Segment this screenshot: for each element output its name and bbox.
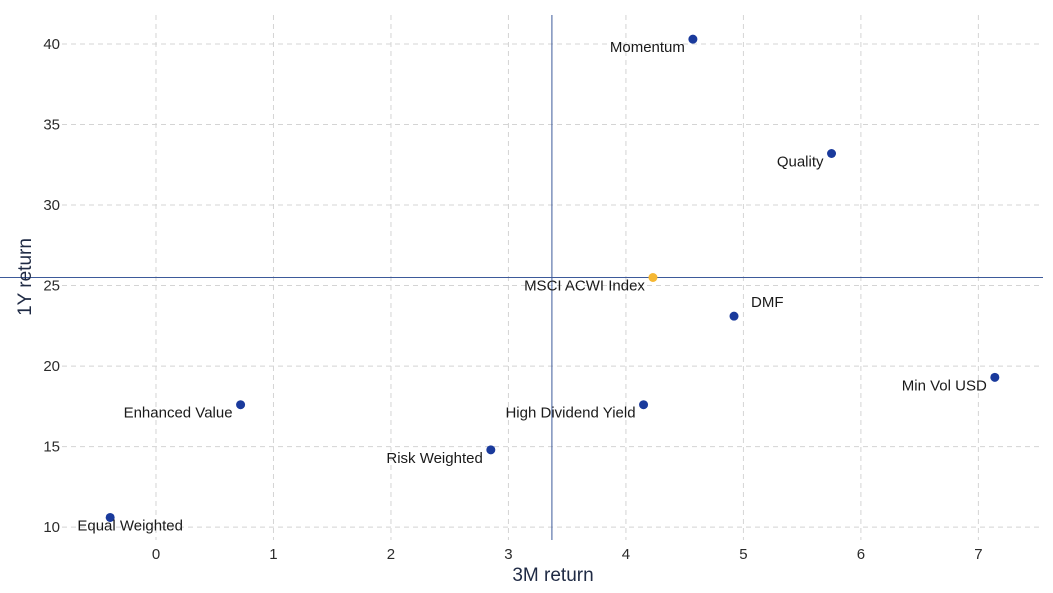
x-tick-labels: 0 1 2 3 4 5 6 7 <box>152 546 983 563</box>
x-tick-label: 0 <box>152 546 160 563</box>
x-tick-label: 6 <box>857 546 865 563</box>
data-point <box>236 400 246 410</box>
x-tick-label: 4 <box>622 546 630 563</box>
data-points <box>105 34 1000 522</box>
data-point <box>827 148 837 158</box>
y-tick-label: 15 <box>43 439 60 456</box>
x-tick-label: 7 <box>974 546 982 563</box>
point-label: High Dividend Yield <box>505 405 635 422</box>
x-tick-label: 5 <box>739 546 747 563</box>
data-point <box>688 34 698 44</box>
x-axis-title: 3M return <box>512 565 593 586</box>
point-label: Enhanced Value <box>124 405 233 422</box>
data-point <box>729 311 739 321</box>
point-label: MSCI ACWI Index <box>524 278 645 295</box>
point-label: Min Vol USD <box>902 377 987 394</box>
x-tick-label: 3 <box>504 546 512 563</box>
y-tick-label: 10 <box>43 519 60 536</box>
point-label: Quality <box>777 153 824 170</box>
y-tick-label: 40 <box>43 36 60 53</box>
data-point <box>990 372 1000 382</box>
y-tick-label: 30 <box>43 197 60 214</box>
point-labels: Momentum Quality MSCI ACWI Index DMF Min Vol… <box>77 39 987 534</box>
y-tick-label: 25 <box>43 278 60 295</box>
data-point <box>486 445 496 455</box>
x-tick-label: 1 <box>269 546 277 563</box>
point-label: Equal Weighted <box>77 517 183 534</box>
point-label: Risk Weighted <box>386 450 482 467</box>
point-label: Momentum <box>610 39 685 56</box>
data-point <box>648 273 658 282</box>
y-tick-label: 20 <box>43 358 60 375</box>
data-point <box>639 400 649 410</box>
data-point <box>105 512 115 522</box>
point-label: DMF <box>751 294 784 311</box>
reference-lines <box>0 15 1043 540</box>
x-tick-label: 2 <box>387 546 395 563</box>
y-tick-labels: 10 15 20 25 30 35 40 <box>43 36 60 536</box>
y-tick-label: 35 <box>43 117 60 134</box>
y-axis-title: 1Y return <box>15 238 36 316</box>
